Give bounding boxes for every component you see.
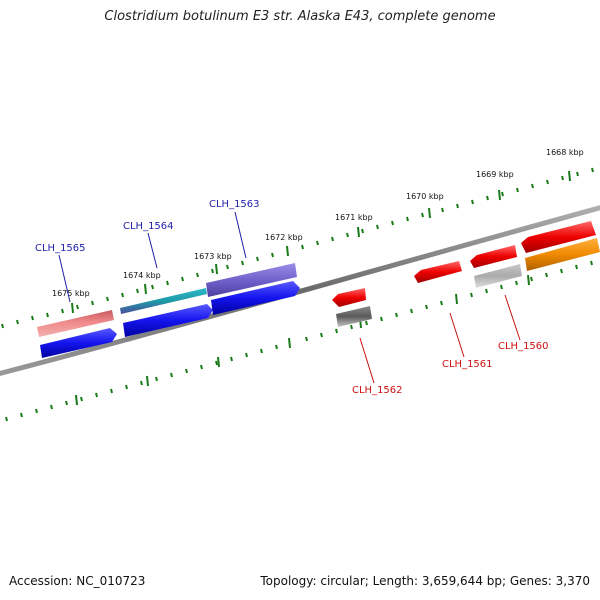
gene-clh-1560-c[interactable] [521, 221, 596, 253]
outer-tick-row [1, 167, 594, 329]
gene-clh-1563[interactable] [206, 263, 297, 297]
gene-label-clh-1564[interactable]: CLH_1564 [123, 221, 174, 232]
gene-clh-1560-d[interactable] [525, 238, 600, 271]
scale-label-1673: 1673 kbp [194, 252, 232, 261]
gene-clh-1564-cds[interactable] [123, 304, 213, 337]
forward-strand-features [37, 263, 300, 358]
gene-clh-1563-cds[interactable] [211, 281, 300, 315]
gene-label-clh-1561[interactable]: CLH_1561 [442, 359, 493, 370]
gene-clh-1565[interactable] [37, 310, 114, 337]
accession-text: Accession: NC_010723 [9, 574, 146, 588]
reverse-strand-features [332, 221, 600, 327]
gene-label-clh-1563[interactable]: CLH_1563 [209, 199, 260, 210]
map-title: Clostridium botulinum E3 str. Alaska E43… [104, 9, 496, 24]
gene-clh-1560-a[interactable] [470, 245, 517, 268]
scale-label-1669: 1669 kbp [476, 170, 514, 179]
scale-labels: 1668 kbp 1669 kbp 1670 kbp 1671 kbp 1672… [52, 148, 584, 298]
gene-label-clh-1560[interactable]: CLH_1560 [498, 341, 549, 352]
gene-clh-1562-feature[interactable] [336, 306, 372, 327]
gene-clh-1561[interactable] [414, 261, 462, 283]
gene-clh-1560-b[interactable] [474, 264, 522, 288]
scale-label-1674: 1674 kbp [123, 271, 161, 280]
gene-clh-1565-cds[interactable] [40, 328, 117, 358]
gene-clh-1564[interactable] [120, 288, 207, 314]
gene-label-clh-1565[interactable]: CLH_1565 [35, 243, 86, 254]
scale-label-1672: 1672 kbp [265, 233, 303, 242]
scale-label-1670: 1670 kbp [406, 192, 444, 201]
label-leaders [58, 211, 521, 384]
topology-text: Topology: circular; Length: 3,659,644 bp… [260, 574, 590, 588]
gene-clh-1562[interactable] [332, 288, 366, 307]
gene-label-clh-1562[interactable]: CLH_1562 [352, 385, 403, 396]
scale-label-1671: 1671 kbp [335, 213, 373, 222]
scale-label-1668: 1668 kbp [546, 148, 584, 157]
gene-labels: CLH_1565 CLH_1564 CLH_1563 CLH_1562 CLH_… [35, 199, 549, 396]
scale-label-1675: 1675 kbp [52, 289, 90, 298]
